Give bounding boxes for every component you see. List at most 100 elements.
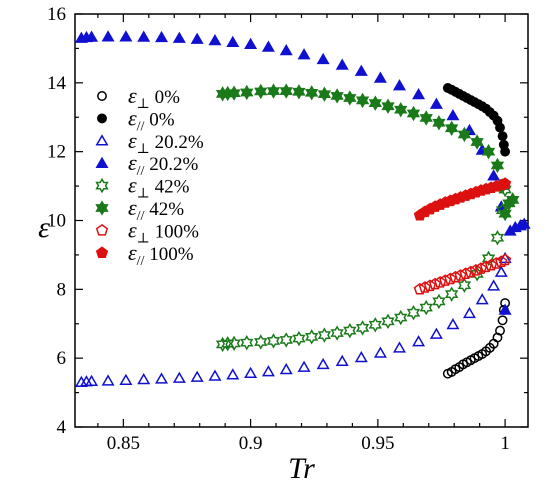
data-point: [474, 262, 488, 274]
data-point: [317, 86, 332, 102]
data-point: [497, 131, 508, 142]
data-point: [297, 360, 311, 372]
data-point: [240, 334, 254, 351]
data-point: [498, 205, 512, 222]
y-tick-label: 12: [47, 142, 66, 163]
legend-label: ε// 42%: [128, 195, 184, 224]
y-tick-label: 14: [47, 73, 67, 94]
data-point: [419, 299, 433, 316]
data-point: [506, 192, 520, 208]
data-point: [498, 253, 512, 266]
data-point: [190, 370, 204, 382]
data-point: [434, 276, 447, 288]
data-point: [459, 267, 472, 280]
data-point: [432, 115, 446, 131]
legend-label: ε⊥ 42%: [128, 173, 190, 202]
legend-marker: [95, 177, 109, 194]
data-point: [494, 265, 508, 277]
data-point: [444, 120, 459, 136]
data-point: [464, 265, 477, 278]
data-point: [119, 373, 133, 385]
data-point: [469, 263, 482, 276]
data-point: [487, 279, 501, 291]
axis-ticks: [75, 13, 528, 428]
series-3: [74, 30, 531, 315]
data-point: [498, 303, 512, 315]
data-point: [137, 30, 151, 42]
data-point: [481, 143, 496, 160]
data-point: [226, 35, 240, 47]
data-point: [266, 333, 281, 349]
data-point: [279, 83, 293, 99]
legend-marker: [95, 156, 109, 168]
data-point: [305, 329, 319, 345]
data-point: [137, 372, 151, 385]
data-point: [429, 97, 443, 109]
data-point: [208, 369, 222, 381]
legend-marker: [95, 246, 109, 258]
data-point: [354, 350, 368, 363]
data-point: [444, 272, 457, 285]
data-point: [449, 270, 462, 283]
data-point: [462, 306, 476, 319]
legend-label: ε// 0%: [128, 105, 175, 134]
data-point: [261, 365, 275, 377]
data-point: [240, 84, 254, 101]
data-point: [335, 58, 349, 70]
legend-label: ε⊥ 0%: [128, 83, 180, 112]
data-point: [413, 282, 426, 295]
series-7: [413, 177, 512, 221]
y-tick-label: 10: [47, 211, 66, 232]
data-point: [227, 85, 241, 101]
series-0: [442, 298, 511, 379]
data-point: [500, 146, 511, 157]
data-point: [85, 30, 99, 42]
data-point: [429, 327, 443, 339]
data-point: [490, 157, 505, 174]
y-tick-label: 6: [57, 348, 67, 369]
data-point: [495, 255, 508, 267]
data-point: [226, 368, 240, 380]
data-point: [517, 217, 531, 229]
data-point: [368, 95, 382, 111]
data-point: [487, 169, 501, 181]
legend-marker: [97, 91, 107, 101]
data-point: [101, 374, 115, 386]
data-point: [254, 83, 268, 100]
y-tick-label: 8: [57, 279, 67, 300]
legend-marker: [95, 200, 109, 216]
data-point: [221, 336, 235, 352]
data-point: [254, 334, 268, 350]
data-point: [495, 325, 505, 336]
data-point: [394, 101, 408, 118]
data-point: [481, 250, 496, 267]
data-point: [392, 79, 406, 91]
data-point: [316, 357, 330, 370]
data-point: [446, 317, 460, 330]
data-point: [381, 313, 395, 330]
data-point: [373, 71, 387, 83]
data-point: [190, 32, 204, 44]
data-point: [85, 374, 99, 386]
data-point: [297, 48, 311, 60]
data-point: [279, 43, 293, 56]
data-point: [244, 37, 258, 50]
data-point: [155, 372, 169, 384]
data-point: [305, 85, 319, 101]
data-point: [381, 98, 395, 114]
x-tick-label: 0.85: [107, 433, 140, 454]
data-point: [279, 363, 293, 375]
data-point: [355, 92, 370, 109]
data-point: [373, 346, 387, 358]
data-point: [119, 30, 133, 42]
data-point: [279, 332, 293, 348]
data-point: [172, 31, 186, 43]
y-tick-label: 16: [47, 4, 66, 25]
data-point: [412, 335, 426, 347]
data-point: [343, 90, 357, 106]
data-point: [432, 293, 446, 310]
legend-label: ε// 20.2%: [128, 150, 198, 179]
data-point: [343, 322, 357, 339]
data-point: [394, 309, 408, 326]
